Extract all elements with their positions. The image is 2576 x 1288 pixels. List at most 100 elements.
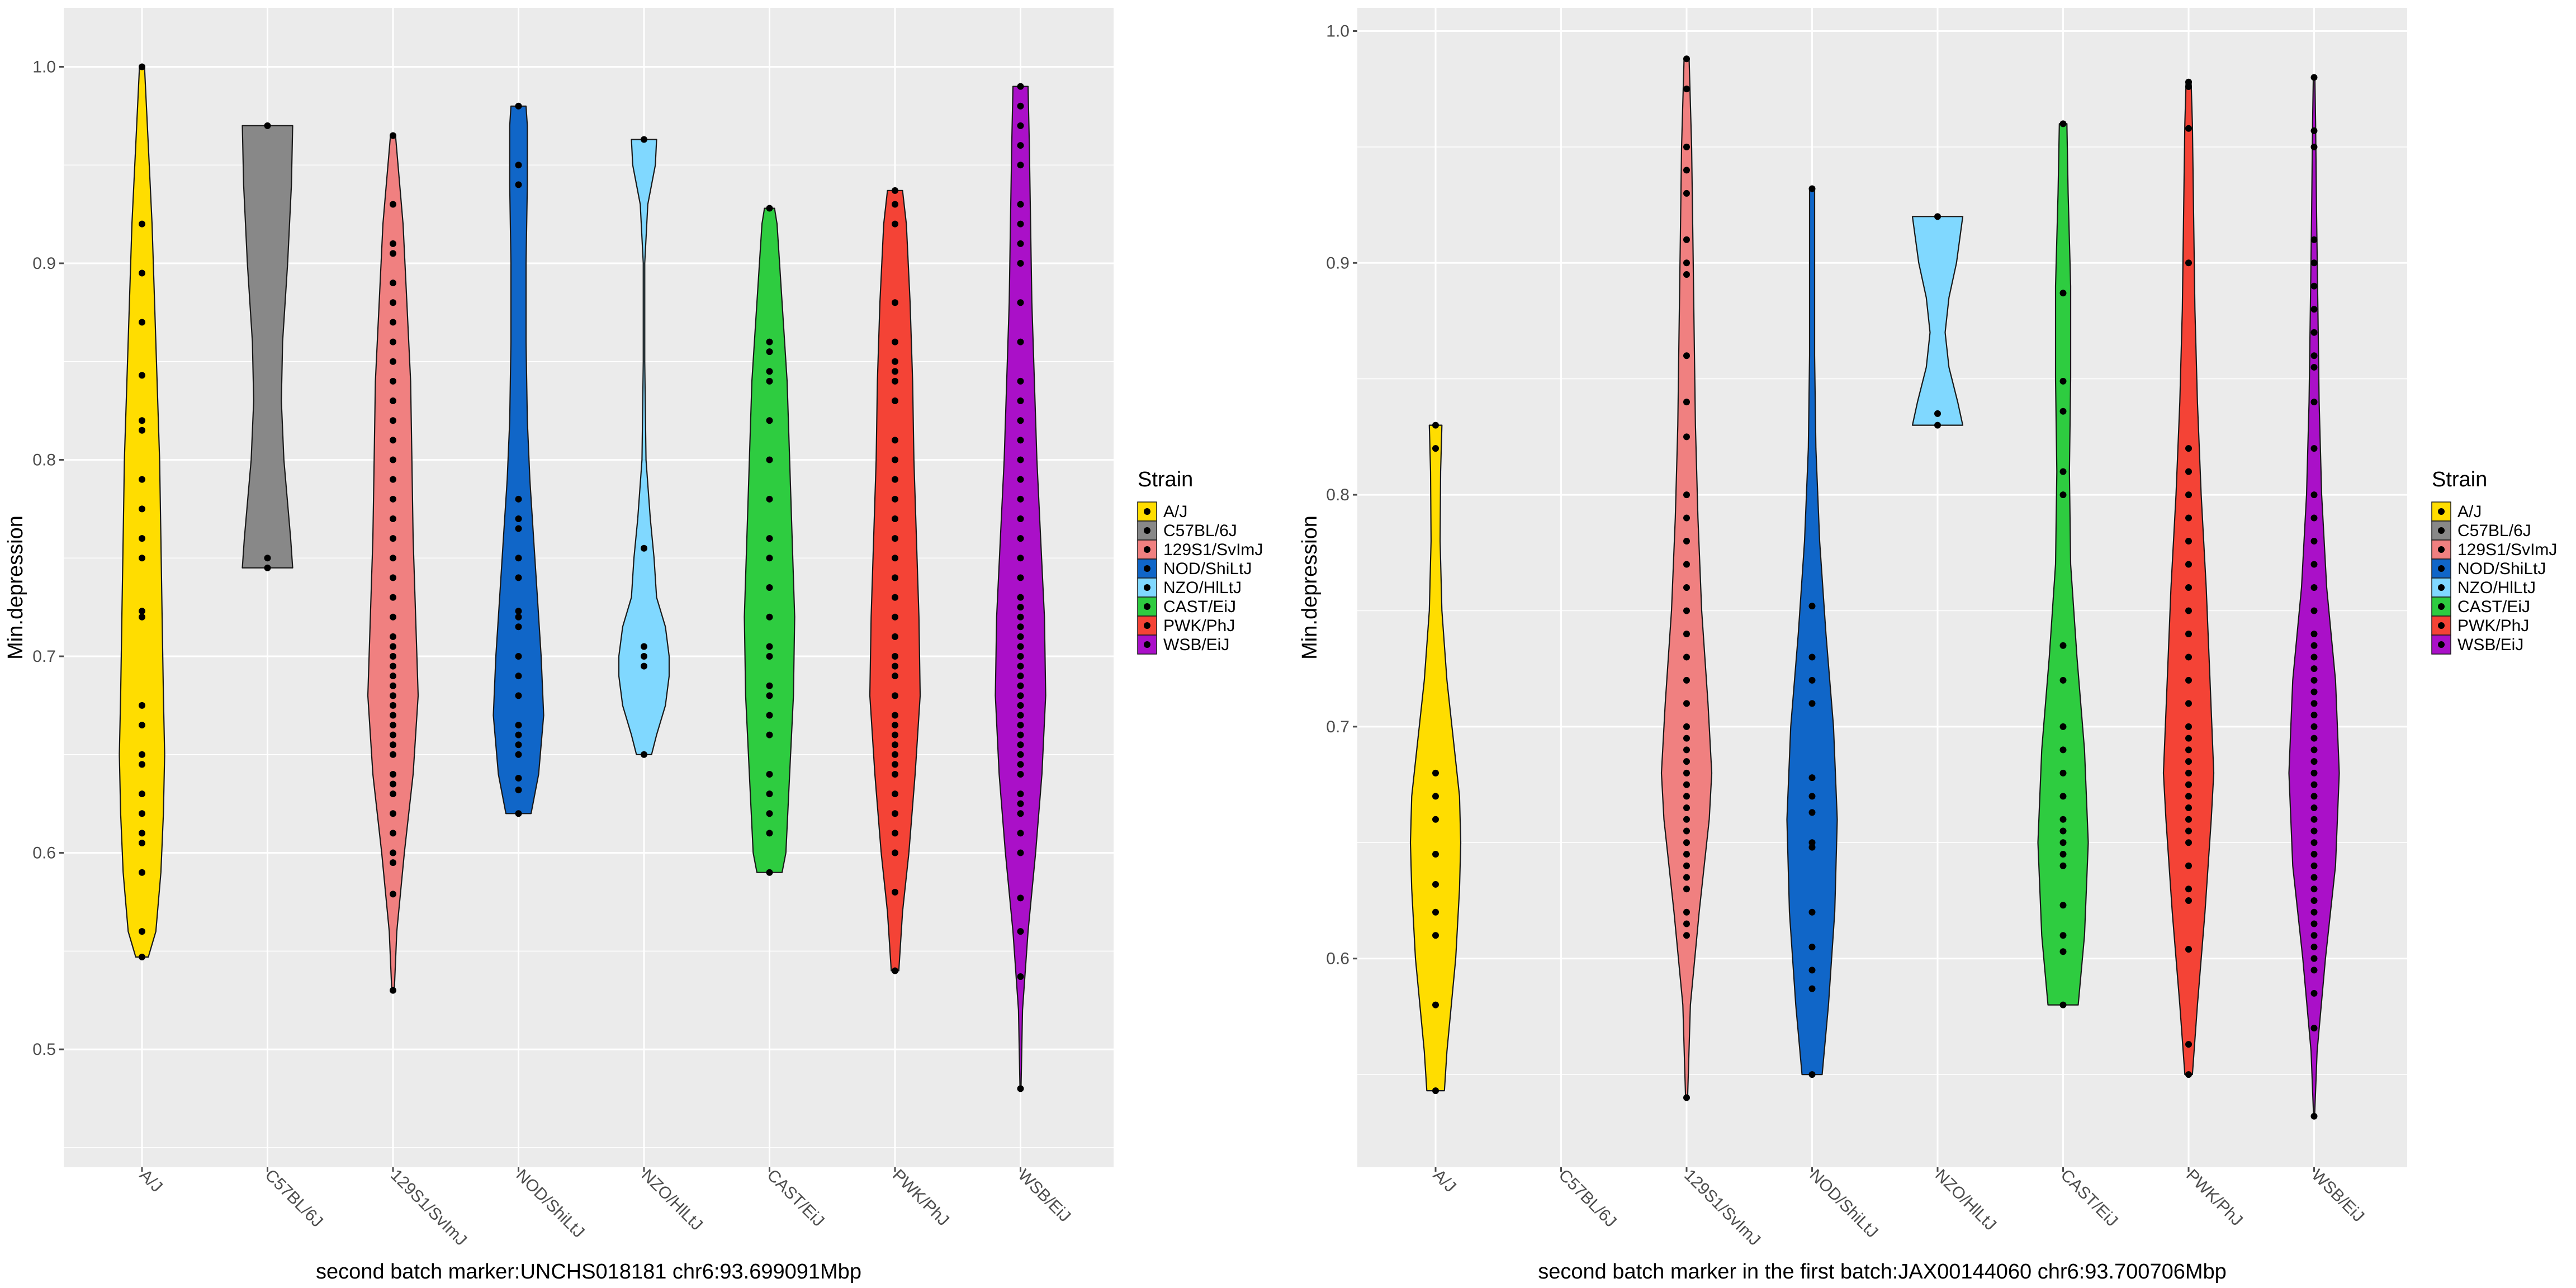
data-point [892, 967, 898, 974]
data-point [766, 205, 773, 212]
legend-label: NOD/ShiLtJ [2457, 560, 2546, 578]
legend-label: A/J [2457, 503, 2482, 521]
data-point [1432, 816, 1439, 823]
data-point [390, 830, 396, 837]
x-tick-label: WSB/EiJ [2308, 1166, 2368, 1226]
data-point [2185, 538, 2192, 545]
data-point [2185, 804, 2192, 812]
data-point [1432, 769, 1439, 776]
data-point [892, 437, 898, 444]
data-point [390, 377, 396, 385]
x-tick-label: C57BL/6J [262, 1166, 326, 1231]
data-point [2185, 1071, 2192, 1078]
x-tick-label: NZO/HlLtJ [638, 1166, 706, 1234]
data-point [1683, 676, 1690, 684]
data-point [1017, 122, 1024, 129]
legend-key-dot [2438, 527, 2445, 534]
data-point [766, 790, 773, 798]
data-point [390, 555, 396, 562]
data-point [2310, 735, 2318, 742]
data-point [2310, 584, 2318, 591]
data-point [2310, 491, 2318, 499]
data-point [1017, 973, 1024, 981]
data-point [515, 162, 522, 169]
data-point [1934, 422, 1941, 429]
data-point [766, 692, 773, 699]
data-point [2310, 538, 2318, 545]
data-point [766, 584, 773, 591]
data-point [2185, 1041, 2192, 1048]
data-point [766, 535, 773, 542]
data-point [515, 731, 522, 738]
data-point [2185, 793, 2192, 800]
y-tick-label: 0.7 [1326, 718, 1349, 736]
data-point [515, 574, 522, 581]
data-point [1808, 774, 1816, 782]
data-point [1017, 417, 1024, 424]
y-tick-label: 0.5 [32, 1040, 56, 1059]
data-point [139, 953, 145, 960]
data-point [1808, 1071, 1816, 1078]
data-point [2310, 874, 2318, 881]
data-point [766, 495, 773, 503]
data-point [390, 280, 396, 287]
data-point [1017, 692, 1024, 699]
data-point [390, 780, 396, 788]
data-point [892, 790, 898, 798]
data-point [1683, 781, 1690, 788]
legend-key-2 [2431, 520, 2451, 541]
data-point [1683, 561, 1690, 568]
data-point [641, 136, 647, 143]
data-point [2185, 781, 2192, 788]
data-point [1683, 190, 1690, 197]
data-point [515, 653, 522, 660]
x-tick-label: A/J [136, 1166, 166, 1196]
data-point [515, 495, 522, 503]
data-point [2185, 723, 2192, 730]
data-point [1017, 201, 1024, 208]
data-point [2059, 769, 2067, 776]
data-point [2310, 989, 2318, 997]
data-point [390, 859, 396, 866]
data-point [2310, 1025, 2318, 1032]
data-point [264, 122, 271, 129]
x-tick-label: NOD/ShiLtJ [1806, 1166, 1882, 1242]
data-point [139, 751, 145, 758]
data-point [1017, 722, 1024, 729]
x-tick-label: WSB/EiJ [1015, 1166, 1074, 1226]
data-point [892, 555, 898, 562]
legend-label: NOD/ShiLtJ [1163, 560, 1252, 578]
data-point [2059, 642, 2067, 649]
data-point [390, 594, 396, 601]
data-point [2185, 746, 2192, 754]
data-point [892, 299, 898, 306]
data-point [1017, 741, 1024, 749]
data-point [892, 662, 898, 670]
data-point [1683, 630, 1690, 637]
data-point [390, 338, 396, 345]
data-point [390, 891, 396, 898]
data-point [892, 751, 898, 758]
data-point [1683, 851, 1690, 858]
data-point [2310, 445, 2318, 452]
data-point [1017, 259, 1024, 267]
legend: Strain A/JC57BL/6J129S1/SvImJNOD/ShiLtJNZ… [2431, 468, 2557, 655]
data-point [515, 787, 522, 794]
data-point [390, 535, 396, 542]
data-point [1683, 932, 1690, 939]
data-point [1683, 746, 1690, 754]
data-point [1017, 613, 1024, 621]
data-point [1017, 476, 1024, 483]
data-point [2185, 630, 2192, 637]
data-point [1017, 162, 1024, 169]
data-point [390, 810, 396, 817]
data-point [766, 810, 773, 817]
data-point [2185, 445, 2192, 452]
data-point [766, 830, 773, 837]
data-point [2059, 932, 2067, 939]
data-point [2310, 236, 2318, 243]
x-tick-label: 129S1/SvImJ [1680, 1166, 1764, 1249]
data-point [390, 702, 396, 709]
legend: Strain A/JC57BL/6J129S1/SvImJNOD/ShiLtJNZ… [1137, 468, 1263, 655]
data-point [1808, 654, 1816, 661]
